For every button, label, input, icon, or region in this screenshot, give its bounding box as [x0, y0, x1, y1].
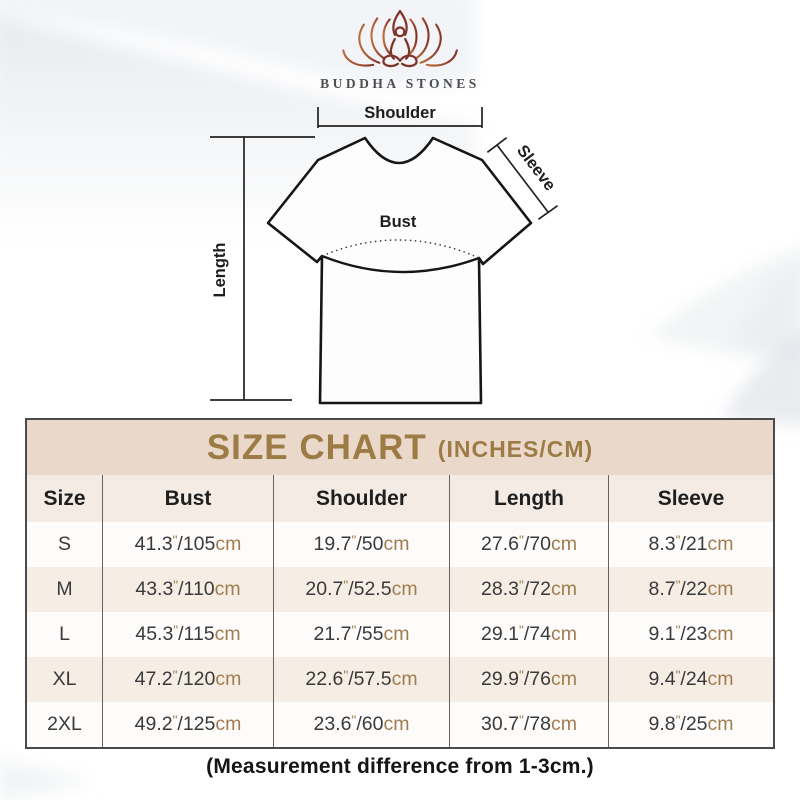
size-chart-table: SIZE CHART (INCHES/CM) Size Bust Shoulder L… [25, 418, 775, 749]
measurement-cell: 22.6 "/57.5 cm [274, 657, 450, 702]
size-chart-title: SIZE CHART (INCHES/CM) [27, 420, 773, 475]
measurement-cell: 45.3 "/115 cm [103, 612, 274, 657]
size-cell: XL [27, 657, 103, 702]
column-header-length: Length [450, 475, 609, 522]
measurement-cell: 9.8 "/25 cm [648, 713, 734, 735]
sleeve-label: Sleeve [513, 142, 559, 195]
measurement-cell: 41.3 "/105 cm [103, 522, 274, 567]
measurement-cell: 28.3 "/72 cm [450, 567, 609, 612]
tshirt-measurement-diagram: Shoulder Length Sleeve Bust [210, 104, 559, 405]
brand-header: BUDDHA STONES [0, 6, 800, 92]
measurement-cell: 49.2 "/125 cm [103, 702, 274, 747]
size-cell: M [27, 567, 103, 612]
sleeve-measure-line [486, 137, 559, 220]
measurement-cell: 9.4 "/24 cm [648, 668, 734, 690]
length-label: Length [211, 243, 229, 298]
size-cell: 2XL [27, 702, 103, 747]
column-header-bust: Bust [103, 475, 274, 522]
table-header-row: Size Bust Shoulder Length Sleeve [27, 475, 773, 522]
size-row-2xl: 2XL 49.2 "/125 cm 23.6 "/60 cm 30.7 "/78 cm 9.8 "/2… [27, 702, 773, 747]
size-chart-title-text: SIZE CHART [206, 427, 427, 467]
measurement-cell: 47.2 "/120 cm [103, 657, 274, 702]
measurement-cell: 43.3 "/110 cm [103, 567, 274, 612]
measurement-cell: 23.6 "/60 cm [274, 702, 450, 747]
measurement-cell: 21.7 "/55 cm [274, 612, 450, 657]
length-measure-line [210, 136, 315, 401]
size-cell: L [27, 612, 103, 657]
size-row-m: M 43.3 "/110 cm 20.7 "/52.5 cm 28.3 "/72 cm 8.7 "/2… [27, 567, 773, 612]
measurement-cell: 27.6 "/70 cm [450, 522, 609, 567]
shoulder-measure-line [317, 107, 483, 128]
lotus-meditation-icon [342, 10, 458, 68]
measurement-note: (Measurement difference from 1-3cm.) [206, 755, 594, 778]
measurement-cell: 29.9 "/76 cm [450, 657, 609, 702]
measurement-cell: 9.1 "/23 cm [648, 623, 734, 645]
bust-dotted-line [321, 239, 480, 259]
table-body: S 41.3 "/105 cm 19.7 "/50 cm 27.6 "/70 cm 8.3 "/21 c… [27, 522, 773, 747]
size-row-xl: XL 47.2 "/120 cm 22.6 "/57.5 cm 29.9 "/76 cm 9.4 " /… [27, 657, 773, 702]
shoulder-label: Shoulder [364, 104, 436, 122]
size-row-s: S 41.3 "/105 cm 19.7 "/50 cm 27.6 "/70 cm 8.3 "/21 c… [27, 522, 773, 567]
size-row-l: L 45.3 "/115 cm 21.7 "/55 cm 29.1 "/74 cm 9.1 "/23 c… [27, 612, 773, 657]
chest-curve [321, 254, 480, 274]
size-chart-title-unit: (INCHES/CM) [437, 436, 594, 462]
measurement-cell: 29.1 "/74 cm [450, 612, 609, 657]
column-header-sleeve: Sleeve [657, 486, 725, 510]
measurement-cell: 8.3 "/21 cm [648, 533, 734, 555]
measurement-cell: 30.7 "/78 cm [450, 702, 609, 747]
size-cell: S [27, 522, 103, 567]
measurement-cell: 20.7 "/52.5 cm [274, 567, 450, 612]
measurement-cell: 8.7 "/22 cm [648, 578, 734, 600]
column-header-shoulder: Shoulder [274, 475, 450, 522]
measurement-cell: 19.7 "/50 cm [274, 522, 450, 567]
column-header-size: Size [27, 475, 103, 522]
bust-label: Bust [380, 213, 417, 231]
brand-name: BUDDHA STONES [320, 76, 480, 91]
tshirt-outline [266, 136, 533, 405]
